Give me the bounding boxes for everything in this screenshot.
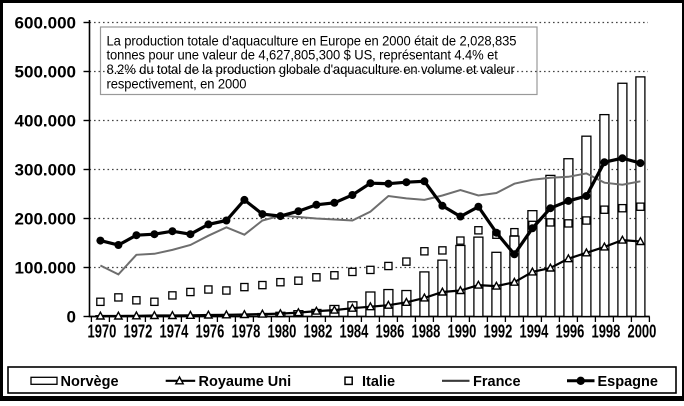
svg-text:respectivement, en 2000: respectivement, en 2000 [107,76,247,92]
svg-text:2000: 2000 [628,322,657,342]
svg-text:300.000: 300.000 [15,161,76,180]
svg-text:1980: 1980 [268,322,297,342]
svg-text:1994: 1994 [520,322,549,342]
svg-text:100.000: 100.000 [15,259,76,278]
svg-text:Italie: Italie [362,374,395,390]
svg-text:1992: 1992 [484,322,513,342]
svg-text:8.2% du total de la production: 8.2% du total de la production globale d… [107,62,516,78]
svg-text:1998: 1998 [592,322,621,342]
svg-text:1976: 1976 [196,322,225,342]
svg-text:1984: 1984 [340,322,369,342]
svg-text:0: 0 [67,308,76,327]
svg-text:1970: 1970 [88,322,117,342]
svg-text:Royaume Uni: Royaume Uni [199,374,292,390]
svg-text:1982: 1982 [304,322,333,342]
svg-text:1996: 1996 [556,322,585,342]
svg-text:tonnes pour une valeur de 4,62: tonnes pour une valeur de 4,627,805,300 … [107,47,499,63]
svg-text:1986: 1986 [376,322,405,342]
svg-text:600.000: 600.000 [15,14,76,33]
svg-text:Norvège: Norvège [61,374,119,390]
svg-text:1974: 1974 [160,322,189,342]
svg-text:200.000: 200.000 [15,210,76,229]
svg-text:France: France [473,374,521,390]
svg-text:La production totale d'aquacul: La production totale d'aquaculture en Eu… [107,33,517,49]
svg-text:1988: 1988 [412,322,441,342]
svg-text:1990: 1990 [448,322,477,342]
svg-text:400.000: 400.000 [15,112,76,131]
svg-text:1978: 1978 [232,322,261,342]
svg-text:500.000: 500.000 [15,63,76,82]
svg-text:Espagne: Espagne [598,374,658,390]
svg-text:1972: 1972 [124,322,153,342]
